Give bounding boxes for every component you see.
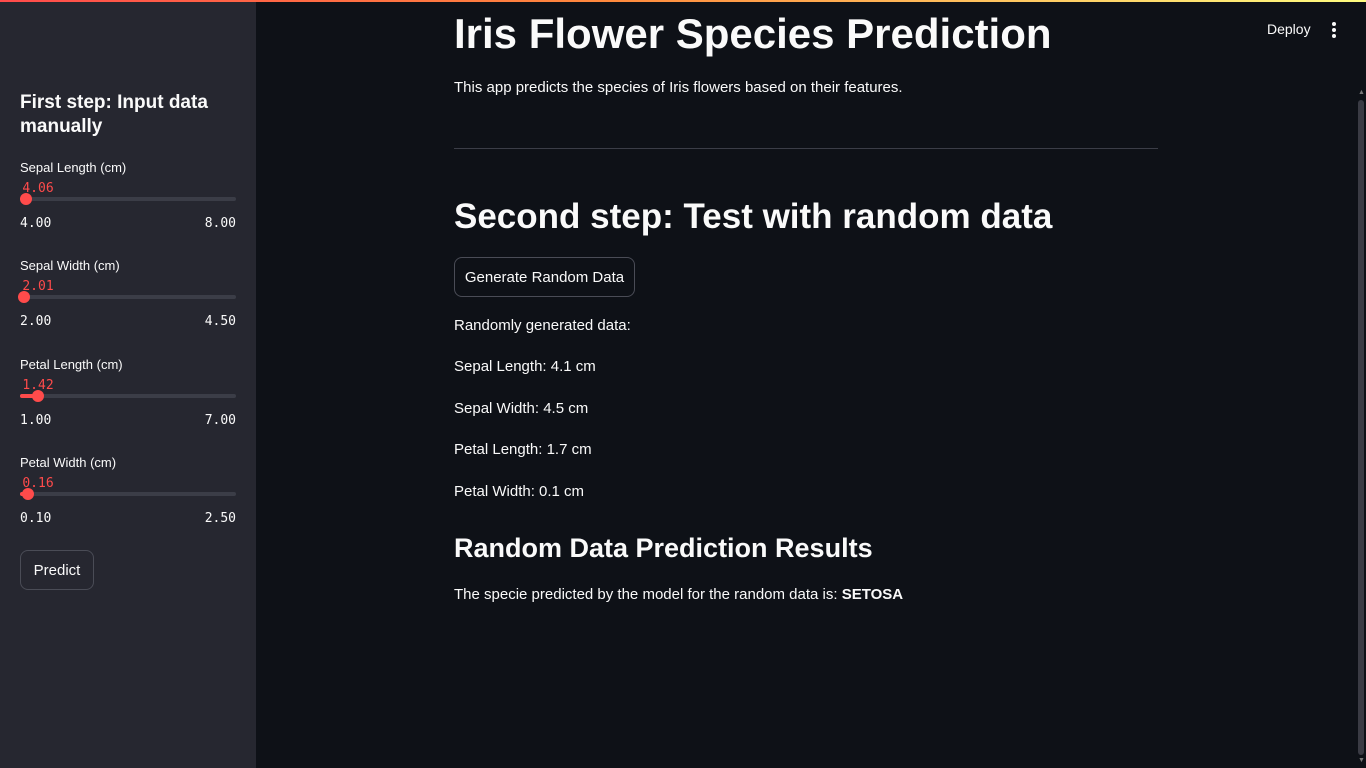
slider-thumb[interactable] — [20, 193, 33, 205]
slider-min: 0.10 — [20, 511, 52, 526]
random-section-heading: Second step: Test with random data — [454, 197, 1053, 236]
app-description: This app predicts the species of Iris fl… — [454, 79, 903, 96]
slider-thumb[interactable] — [22, 488, 35, 500]
slider-min: 1.00 — [20, 413, 52, 428]
slider-max: 4.50 — [204, 314, 236, 329]
slider-label: Sepal Width (cm) — [20, 258, 120, 273]
slider-track[interactable] — [20, 197, 236, 201]
slider-sepal-width[interactable]: Sepal Width (cm) 2.01 2.00 4.50 — [17, 258, 236, 338]
random-sepal-width: Sepal Width: 4.5 cm — [454, 400, 589, 417]
predict-button[interactable]: Predict — [20, 550, 94, 590]
slider-petal-width[interactable]: Petal Width (cm) 0.16 0.10 2.50 — [20, 455, 236, 535]
slider-sepal-length[interactable]: Sepal Length (cm) 4.06 4.00 8.00 — [20, 160, 236, 240]
scrollbar[interactable] — [1358, 100, 1364, 755]
slider-thumb[interactable] — [31, 390, 44, 402]
slider-label: Petal Width (cm) — [20, 455, 117, 470]
slider-min: 4.00 — [20, 216, 52, 231]
predicted-species: SETOSA — [841, 586, 904, 603]
slider-max: 2.50 — [204, 511, 236, 526]
deploy-button[interactable]: Deploy — [1267, 21, 1311, 37]
scroll-up-icon[interactable]: ▲ — [1358, 89, 1365, 96]
slider-fill — [20, 394, 38, 398]
generate-random-data-button[interactable]: Generate Random Data — [454, 257, 635, 297]
slider-petal-length[interactable]: Petal Length (cm) 1.42 1.00 7.00 — [20, 357, 236, 437]
results-heading: Random Data Prediction Results — [454, 533, 873, 563]
slider-track[interactable] — [20, 492, 236, 496]
sidebar-header: First step: Input data manually — [20, 92, 208, 137]
divider — [454, 148, 1158, 149]
slider-min: 2.00 — [20, 314, 52, 329]
slider-max: 8.00 — [204, 216, 236, 231]
slider-value: 2.01 — [22, 279, 54, 294]
slider-value: 0.16 — [22, 476, 54, 491]
prediction-prefix: The specie predicted by the model for th… — [454, 586, 842, 603]
slider-label: Sepal Length (cm) — [20, 160, 127, 175]
vertical-ellipsis-icon[interactable] — [1326, 20, 1342, 40]
random-petal-width: Petal Width: 0.1 cm — [454, 483, 585, 500]
slider-track[interactable] — [20, 295, 236, 299]
slider-label: Petal Length (cm) — [20, 357, 123, 372]
slider-track[interactable] — [20, 394, 236, 398]
slider-max: 7.00 — [204, 413, 236, 428]
prediction-result: The specie predicted by the model for th… — [454, 586, 903, 603]
random-data-intro: Randomly generated data: — [454, 317, 631, 334]
scroll-down-icon[interactable]: ▼ — [1358, 757, 1365, 764]
header-decoration-bar — [0, 0, 1366, 2]
slider-value: 4.06 — [22, 181, 54, 196]
random-sepal-length: Sepal Length: 4.1 cm — [454, 358, 596, 375]
random-petal-length: Petal Length: 1.7 cm — [454, 441, 592, 458]
sidebar: First step: Input data manually Sepal Le… — [0, 0, 256, 768]
slider-value: 1.42 — [22, 378, 54, 393]
page-title: Iris Flower Species Prediction — [454, 10, 1052, 57]
slider-thumb[interactable] — [17, 291, 30, 303]
